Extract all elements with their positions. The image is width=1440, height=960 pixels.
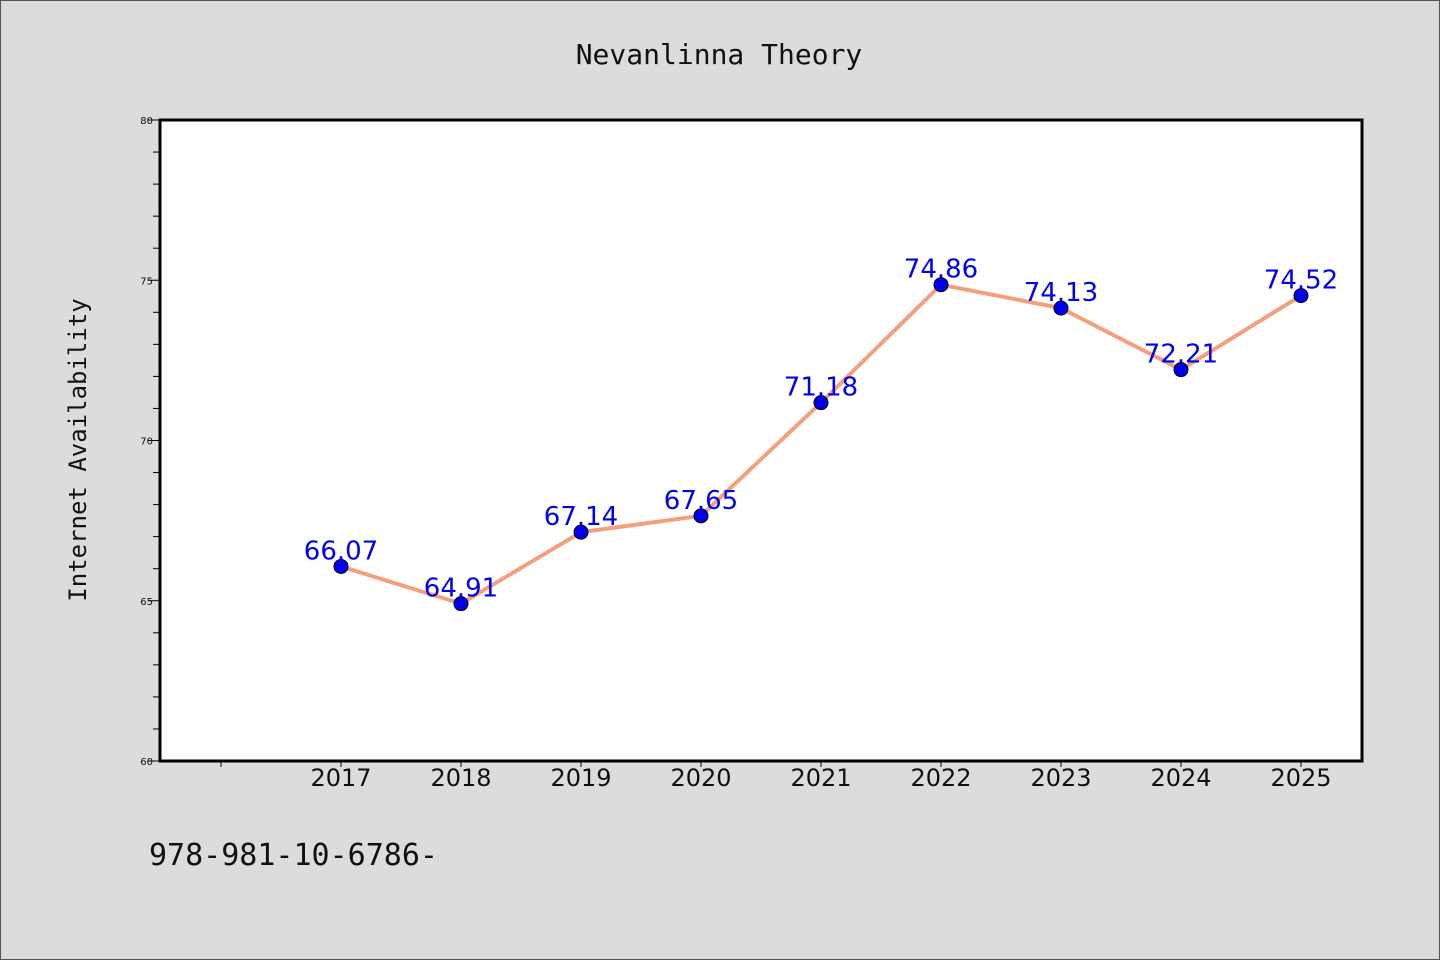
data-point	[693, 508, 709, 524]
plot-frame	[158, 118, 1364, 763]
data-point	[1173, 362, 1189, 378]
data-point	[813, 395, 829, 411]
data-point	[453, 596, 469, 612]
chart-title: Nevanlinna Theory	[576, 38, 863, 71]
x-tick-label: 2020	[670, 764, 731, 792]
data-label: 72.21	[1144, 340, 1218, 370]
x-tick-label: 2021	[790, 764, 851, 792]
data-point	[1293, 288, 1309, 304]
x-tick-label: 2022	[910, 764, 971, 792]
y-tick-label: 70	[140, 437, 153, 448]
series-line-layer: 66.07 64.91 67.14 67.65 71.18 74.86 74.13 72.21…	[304, 255, 1338, 612]
y-tick-label: 80	[140, 116, 153, 127]
y-tick-label: 75	[140, 276, 153, 287]
y-tick-label: 65	[140, 597, 153, 608]
data-point	[573, 524, 589, 540]
footer-text: 978-981-10-6786-	[149, 838, 438, 873]
axis-ticks: 60 65 70 75 80 2017 2018 2019 2020 2021 2022 2023 20…	[140, 116, 1331, 792]
x-tick-label: 2017	[310, 764, 371, 792]
data-label: 67.65	[664, 486, 738, 516]
x-tick-label: 2024	[1150, 764, 1211, 792]
x-tick-label: 2023	[1030, 764, 1091, 792]
data-label: 74.52	[1264, 266, 1338, 296]
data-point	[333, 558, 349, 574]
data-label: 64.91	[424, 574, 498, 604]
data-label: 74.86	[904, 255, 978, 285]
data-label: 67.14	[544, 502, 618, 532]
plot-area	[160, 120, 1362, 761]
x-tick-label: 2025	[1270, 764, 1331, 792]
data-label: 74.13	[1024, 278, 1098, 308]
data-point	[933, 277, 949, 293]
data-label: 66.07	[304, 536, 378, 566]
x-tick-label: 2018	[430, 764, 491, 792]
data-label: 71.18	[784, 373, 858, 403]
y-tick-label: 60	[140, 757, 153, 768]
y-axis-label: Internet Availability	[64, 298, 92, 601]
x-tick-label: 2019	[550, 764, 611, 792]
data-point	[1053, 300, 1069, 316]
